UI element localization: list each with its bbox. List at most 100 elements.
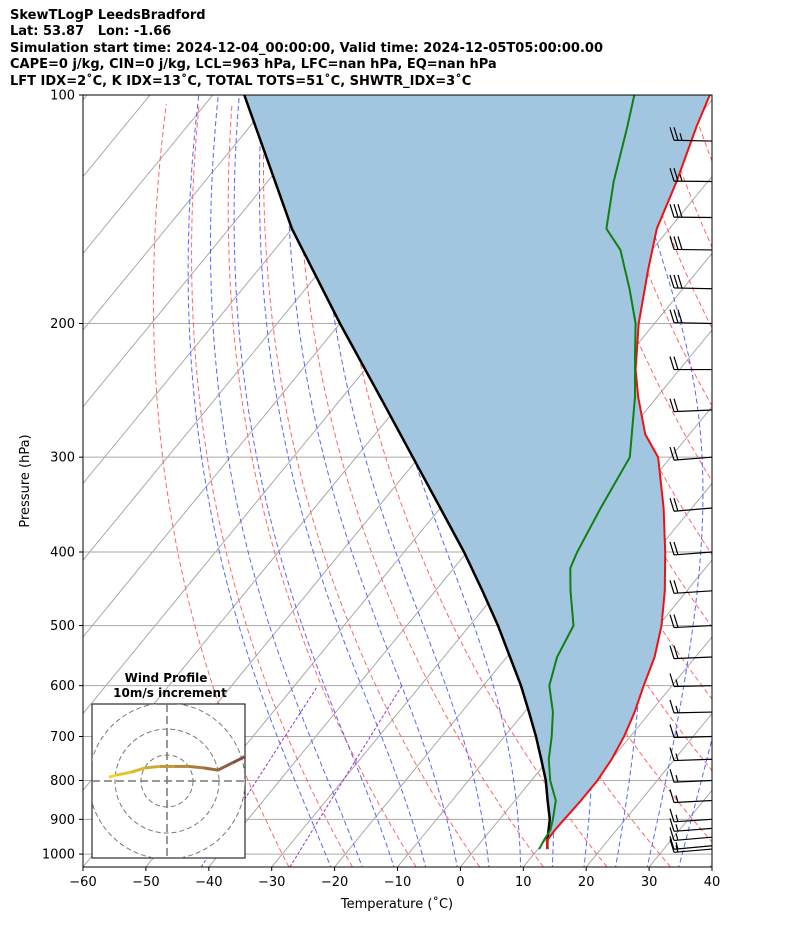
hodograph-segment bbox=[231, 754, 245, 765]
wind-barb bbox=[669, 836, 713, 850]
wind-barb bbox=[669, 645, 713, 660]
wind-barb bbox=[669, 541, 713, 556]
moist-adiabat bbox=[678, 736, 712, 867]
isotherm bbox=[83, 95, 214, 255]
mixing-ratio-line bbox=[289, 686, 403, 867]
x-tick-label: −20 bbox=[321, 875, 348, 890]
wind-barb bbox=[669, 398, 713, 413]
dry-adiabat bbox=[757, 104, 794, 867]
x-tick-label: 30 bbox=[641, 875, 658, 890]
wind-barb bbox=[669, 768, 713, 783]
moist-adiabat bbox=[318, 95, 490, 867]
wind-barb bbox=[669, 747, 713, 762]
inset-subtitle: 10m/s increment bbox=[113, 686, 227, 700]
x-axis-label: Temperature (˚C) bbox=[340, 896, 453, 912]
dewpoint-line bbox=[538, 95, 637, 850]
y-tick-label: 400 bbox=[50, 546, 75, 561]
axes: −60 −50 −40 −30 −20 −10 0 10 20 30 40 1000 900 800 700… bbox=[42, 89, 720, 891]
x-tick-label: −60 bbox=[69, 875, 96, 890]
hodograph-segment bbox=[188, 764, 204, 770]
wind-barb bbox=[669, 127, 713, 142]
hodograph-segment bbox=[108, 773, 117, 779]
hodograph-segment bbox=[262, 770, 269, 777]
isotherm bbox=[83, 95, 88, 101]
isotherm bbox=[775, 95, 794, 867]
wind-barb bbox=[669, 789, 713, 804]
sounding-layer bbox=[243, 95, 711, 850]
dry-adiabat bbox=[625, 103, 712, 330]
wind-barb bbox=[669, 614, 713, 629]
hodograph-segment bbox=[203, 766, 219, 772]
stability-indices: LFT IDX=2˚C, K IDX=13˚C, TOTAL TOTS=51˚C… bbox=[10, 73, 472, 89]
parcel-profile-line bbox=[243, 95, 552, 850]
dry-adiabat bbox=[263, 103, 481, 867]
y-tick-label: 100 bbox=[50, 89, 75, 104]
y-tick-label: 700 bbox=[50, 730, 75, 745]
moist-adiabat bbox=[233, 95, 395, 867]
inset-title: Wind Profile bbox=[125, 671, 208, 685]
wind-profile-inset: Wind Profile 10m/s increment bbox=[91, 671, 269, 859]
moist-adiabat bbox=[210, 95, 363, 867]
isotherm bbox=[397, 482, 712, 867]
y-tick-label: 300 bbox=[50, 451, 75, 466]
dry-adiabat bbox=[725, 104, 794, 867]
x-tick-label: −10 bbox=[384, 875, 411, 890]
dry-adiabat bbox=[691, 103, 712, 163]
wind-barb bbox=[669, 236, 713, 251]
temperature-line bbox=[545, 95, 711, 850]
moist-adiabat bbox=[259, 95, 427, 867]
wind-barb bbox=[669, 580, 713, 594]
y-tick-label: 200 bbox=[50, 317, 75, 332]
moist-adiabat bbox=[286, 95, 458, 867]
moist-adiabat bbox=[709, 859, 712, 867]
wind-barb bbox=[669, 724, 713, 739]
wind-barb bbox=[669, 498, 713, 512]
moist-adiabat bbox=[615, 95, 704, 867]
moist-adiabat bbox=[187, 95, 332, 867]
wind-barb bbox=[669, 699, 713, 714]
chart-header: SkewTLogP LeedsBradford Lat: 53.87 Lon: … bbox=[10, 8, 603, 90]
wind-barb bbox=[669, 274, 713, 290]
hodograph-segment bbox=[247, 756, 254, 763]
y-tick-label: 500 bbox=[50, 619, 75, 634]
wind-barb bbox=[669, 309, 713, 325]
isotherm bbox=[83, 95, 339, 408]
wind-barb bbox=[669, 827, 713, 842]
y-tick-label: 900 bbox=[50, 813, 75, 828]
hodograph-segment bbox=[115, 770, 131, 777]
chart-title: SkewTLogP LeedsBradford bbox=[10, 8, 206, 23]
wind-barb bbox=[669, 808, 713, 823]
simulation-times: Simulation start time: 2024-12-04_00:00:… bbox=[10, 40, 603, 56]
hodograph-segment bbox=[130, 766, 146, 774]
y-tick-label: 800 bbox=[50, 774, 75, 789]
wind-barb bbox=[669, 446, 713, 461]
wind-barbs bbox=[669, 127, 713, 853]
parcel-area-fill bbox=[244, 95, 710, 850]
wind-barb bbox=[669, 356, 712, 371]
y-axis-label: Pressure (hPa) bbox=[18, 434, 33, 527]
hodograph-segment bbox=[254, 763, 261, 770]
x-tick-label: 10 bbox=[515, 875, 532, 890]
x-tick-label: 0 bbox=[456, 875, 464, 890]
isotherm bbox=[83, 95, 277, 331]
dry-adiabat bbox=[191, 103, 353, 867]
wind-barb bbox=[669, 167, 713, 183]
isotherm bbox=[711, 866, 712, 867]
y-tick-label: 1000 bbox=[42, 848, 75, 863]
stability-params: CAPE=0 j/kg, CIN=0 j/kg, LCL=963 hPa, LF… bbox=[10, 57, 497, 73]
station-coordinates: Lat: 53.87 Lon: -1.66 bbox=[10, 24, 172, 40]
wind-barb bbox=[669, 673, 713, 688]
x-tick-label: 20 bbox=[578, 875, 595, 890]
x-tick-label: −40 bbox=[195, 875, 222, 890]
x-tick-label: −50 bbox=[132, 875, 159, 890]
hodograph-segment bbox=[145, 764, 160, 770]
wind-barb bbox=[669, 818, 713, 832]
x-tick-label: 40 bbox=[704, 875, 721, 890]
wind-barb bbox=[669, 203, 713, 219]
x-tick-label: −30 bbox=[258, 875, 285, 890]
isotherm bbox=[522, 636, 712, 867]
dry-adiabat bbox=[658, 103, 712, 249]
y-tick-label: 600 bbox=[50, 679, 75, 694]
hodograph-segment bbox=[217, 761, 234, 772]
